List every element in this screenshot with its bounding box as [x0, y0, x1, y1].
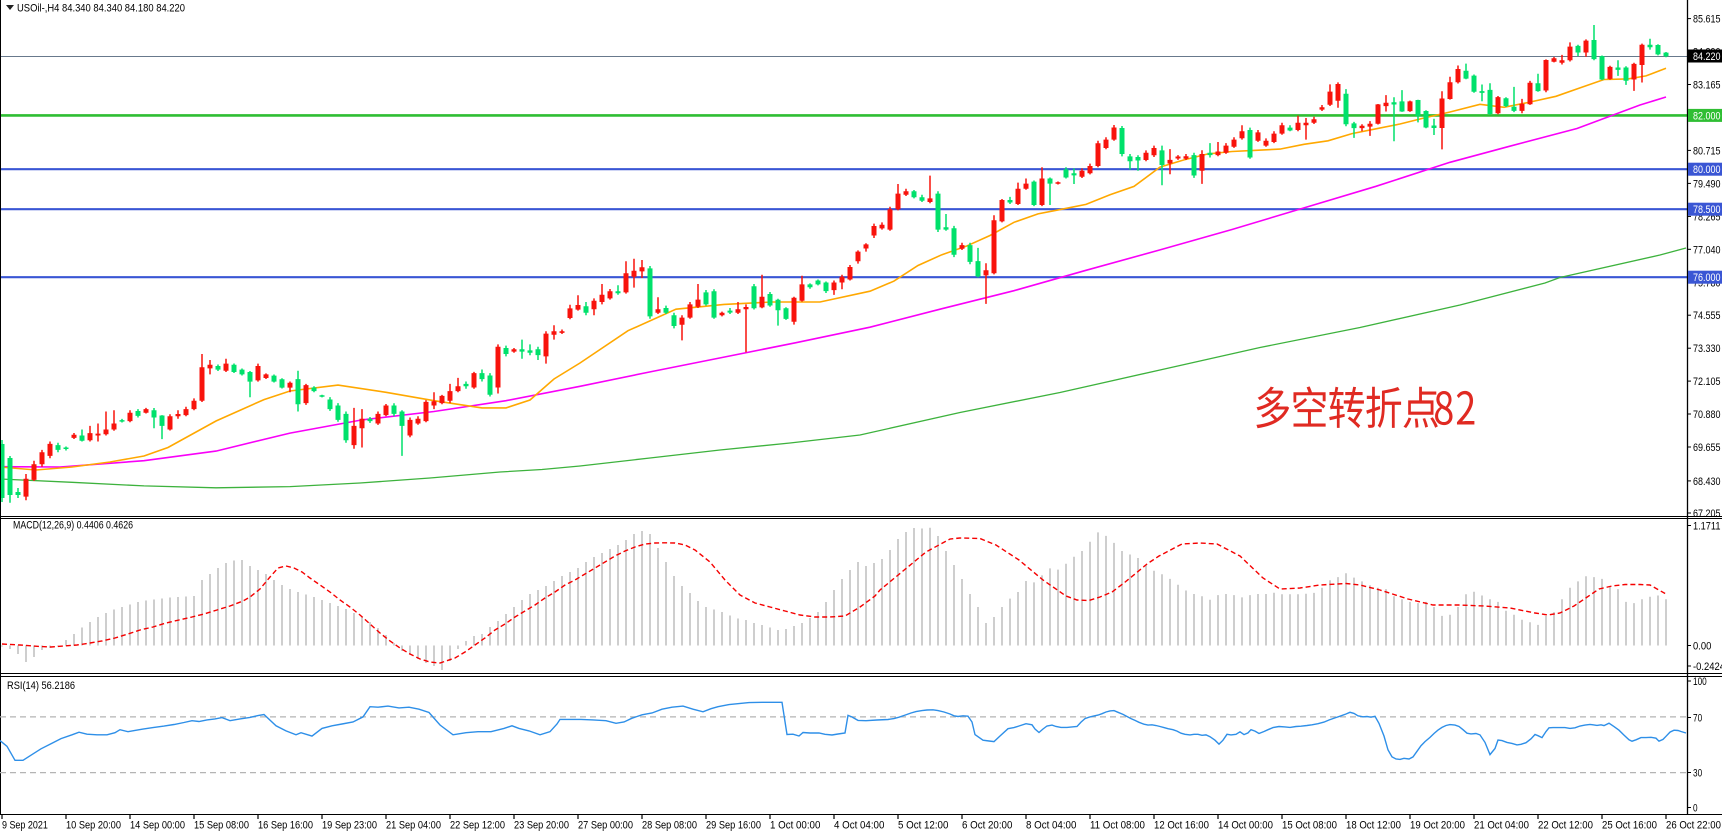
svg-text:29 Sep 16:00: 29 Sep 16:00: [706, 820, 761, 832]
svg-text:69.655: 69.655: [1693, 442, 1720, 454]
svg-text:70.880: 70.880: [1693, 409, 1720, 421]
svg-text:25 Oct 16:00: 25 Oct 16:00: [1602, 820, 1657, 832]
svg-text:27 Sep 00:00: 27 Sep 00:00: [578, 820, 633, 832]
svg-text:18 Oct 12:00: 18 Oct 12:00: [1346, 820, 1401, 832]
svg-text:5 Oct 12:00: 5 Oct 12:00: [898, 820, 948, 832]
svg-text:21 Sep 04:00: 21 Sep 04:00: [386, 820, 441, 832]
svg-text:30: 30: [1693, 768, 1702, 780]
svg-text:85.615: 85.615: [1693, 14, 1720, 26]
svg-text:6 Oct 20:00: 6 Oct 20:00: [962, 820, 1012, 832]
svg-text:11 Oct 08:00: 11 Oct 08:00: [1090, 820, 1145, 832]
svg-text:4 Oct 04:00: 4 Oct 04:00: [834, 820, 884, 832]
svg-text:USOil-,H4 84.340 84.340 84.18: USOil-,H4 84.340 84.340 84.180 84.220: [17, 3, 185, 15]
svg-text:9 Sep 2021: 9 Sep 2021: [2, 820, 48, 832]
svg-text:8 Oct 04:00: 8 Oct 04:00: [1026, 820, 1076, 832]
svg-text:16 Sep 16:00: 16 Sep 16:00: [258, 820, 313, 832]
svg-text:14 Oct 00:00: 14 Oct 00:00: [1218, 820, 1273, 832]
svg-text:15 Oct 08:00: 15 Oct 08:00: [1282, 820, 1337, 832]
svg-text:12 Oct 16:00: 12 Oct 16:00: [1154, 820, 1209, 832]
svg-text:70: 70: [1693, 713, 1702, 725]
svg-text:0.00: 0.00: [1693, 641, 1711, 653]
svg-text:1 Oct 00:00: 1 Oct 00:00: [770, 820, 820, 832]
svg-text:76.000: 76.000: [1693, 272, 1720, 284]
svg-text:14 Sep 00:00: 14 Sep 00:00: [130, 820, 185, 832]
svg-text:77.040: 77.040: [1693, 244, 1720, 256]
svg-text:84.220: 84.220: [1693, 51, 1720, 63]
svg-text:79.490: 79.490: [1693, 178, 1720, 190]
svg-text:78.500: 78.500: [1693, 204, 1720, 216]
svg-text:73.330: 73.330: [1693, 343, 1720, 355]
svg-text:67.205: 67.205: [1693, 508, 1720, 520]
svg-text:19 Sep 23:00: 19 Sep 23:00: [322, 820, 377, 832]
svg-text:100: 100: [1693, 676, 1707, 688]
svg-text:74.555: 74.555: [1693, 310, 1720, 322]
svg-text:80.000: 80.000: [1693, 164, 1720, 176]
svg-text:0: 0: [1693, 803, 1698, 815]
svg-text:68.430: 68.430: [1693, 476, 1720, 488]
svg-text:80.715: 80.715: [1693, 145, 1720, 157]
svg-text:22 Oct 12:00: 22 Oct 12:00: [1538, 820, 1593, 832]
svg-text:-0.2424: -0.2424: [1693, 661, 1722, 673]
svg-text:82.000: 82.000: [1693, 110, 1720, 122]
svg-text:21 Oct 04:00: 21 Oct 04:00: [1474, 820, 1529, 832]
svg-text:MACD(12,26,9) 0.4406 0.4626: MACD(12,26,9) 0.4406 0.4626: [13, 520, 133, 532]
svg-text:28 Sep 08:00: 28 Sep 08:00: [642, 820, 697, 832]
svg-text:19 Oct 20:00: 19 Oct 20:00: [1410, 820, 1465, 832]
svg-text:10 Sep 20:00: 10 Sep 20:00: [66, 820, 121, 832]
svg-text:RSI(14) 56.2186: RSI(14) 56.2186: [7, 680, 75, 692]
svg-text:26 Oct 22:00: 26 Oct 22:00: [1666, 820, 1721, 832]
svg-text:23 Sep 20:00: 23 Sep 20:00: [514, 820, 569, 832]
svg-text:22 Sep 12:00: 22 Sep 12:00: [450, 820, 505, 832]
svg-text:72.105: 72.105: [1693, 376, 1720, 388]
svg-text:1.1711: 1.1711: [1693, 521, 1720, 533]
svg-text:83.165: 83.165: [1693, 80, 1720, 92]
svg-text:15 Sep 08:00: 15 Sep 08:00: [194, 820, 249, 832]
